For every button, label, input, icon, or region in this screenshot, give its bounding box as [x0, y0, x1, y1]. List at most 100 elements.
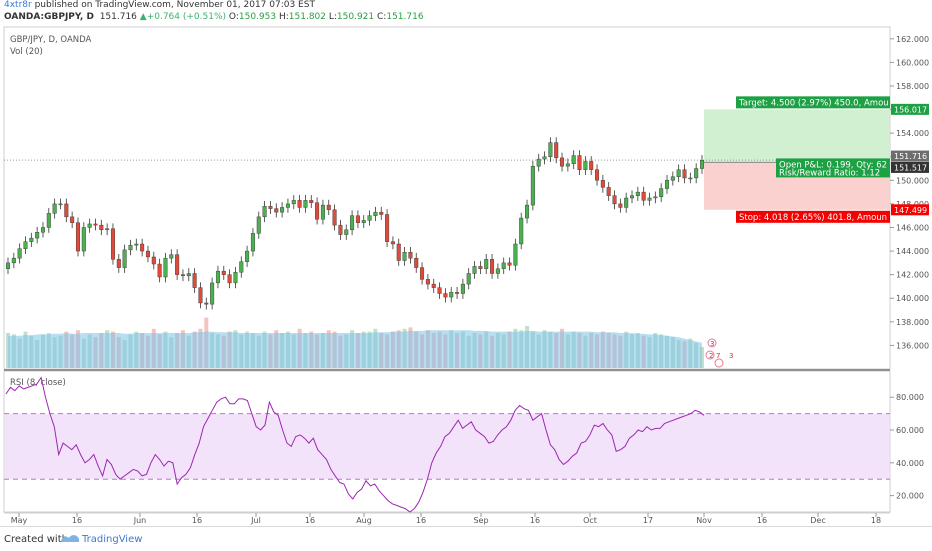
candle — [560, 157, 565, 167]
tradingview-brand[interactable]: TradingView — [82, 534, 143, 545]
rsi-line — [5, 376, 705, 513]
low-label: L: — [328, 12, 337, 22]
candle — [169, 254, 174, 259]
time-tick-label: Aug — [356, 516, 372, 525]
price-tick-label: 142.000 — [896, 271, 929, 280]
candle — [431, 283, 436, 288]
candle — [93, 223, 98, 226]
candle — [612, 195, 617, 205]
time-tick-label: Sep — [473, 516, 488, 525]
low-value: 150.921 — [336, 12, 375, 22]
chart-header: 4xtr8r published on TradingView.com, Nov… — [4, 0, 928, 24]
candle — [350, 215, 355, 231]
candle — [309, 200, 314, 203]
candle — [285, 203, 290, 208]
candle — [402, 252, 407, 261]
candle — [472, 266, 477, 274]
annotation-text: 7 — [716, 352, 720, 360]
candle — [484, 259, 489, 269]
symbol-line: OANDA:GBPJPY, D 151.716 ▲+0.764 (+0.51%)… — [4, 12, 424, 23]
rr-label: Risk/Reward Ratio: 1.12 — [779, 168, 880, 178]
time-tick-label: 16 — [757, 516, 767, 525]
candle — [396, 243, 401, 261]
time-tick-label: 16 — [416, 516, 426, 525]
chart-canvas[interactable]: 136.000 138.000 140.000 142.000 144.000 146.0… — [0, 0, 932, 526]
candle — [186, 273, 191, 277]
pnl-label-bg — [776, 158, 890, 178]
target-zone — [704, 109, 890, 163]
candle — [326, 204, 331, 210]
candle — [110, 228, 115, 260]
entry-price-tag: 151.517 — [894, 163, 927, 172]
time-tick-label: 16 — [530, 516, 540, 525]
candle — [367, 215, 372, 221]
candle — [653, 196, 658, 199]
candle — [315, 202, 320, 220]
annotation-text: 2 — [709, 352, 713, 360]
stop-label-bg — [736, 210, 890, 223]
main-pane-title: GBP/JPY, D, OANDA — [10, 35, 92, 45]
candle — [536, 158, 541, 167]
candle — [320, 204, 325, 220]
candle — [75, 222, 80, 252]
candle — [355, 215, 360, 223]
last-price: 151.716 — [99, 12, 137, 22]
candle — [414, 257, 419, 268]
price-tick-label: 162.000 — [896, 35, 929, 44]
stop-price-tag: 147.499 — [894, 206, 927, 215]
time-tick-label: 17 — [643, 516, 653, 525]
candle — [58, 203, 63, 206]
candle — [192, 273, 197, 288]
candle — [303, 200, 308, 208]
high-value: 151.802 — [288, 12, 326, 22]
price-tick-label: 136.000 — [896, 341, 929, 350]
author-link[interactable]: 4xtr8r — [4, 0, 32, 10]
candle — [460, 283, 465, 294]
created-with-label: Created with — [4, 534, 68, 545]
candle — [17, 248, 22, 259]
close-label: C: — [377, 12, 387, 22]
price-tick-label: 138.000 — [896, 318, 929, 327]
time-tick-label: 16 — [192, 516, 202, 525]
target-label-bg — [736, 96, 890, 109]
candle — [210, 282, 215, 305]
candle — [180, 274, 185, 277]
annotation-text: 3 — [729, 352, 733, 360]
candle — [227, 274, 232, 284]
candle — [116, 259, 121, 268]
candle — [163, 257, 168, 278]
target-price-tag-bg — [891, 103, 929, 115]
price-change: +0.764 (+0.51%) — [146, 12, 227, 22]
candle — [256, 216, 261, 234]
high-label: H: — [278, 12, 289, 22]
entry-price-tag-bg — [891, 161, 929, 173]
price-tick-label: 154.000 — [896, 129, 929, 138]
price-tick-label: 144.000 — [896, 247, 929, 256]
up-arrow-icon: ▲ — [139, 12, 147, 22]
candle — [122, 249, 127, 268]
annotation-text: 3 — [710, 340, 714, 348]
candle — [513, 243, 518, 266]
last-price-tag: 151.716 — [894, 152, 927, 161]
candle — [221, 270, 226, 275]
open-value: 150.953 — [238, 12, 277, 22]
candle — [449, 292, 454, 298]
candle — [659, 188, 664, 198]
candle — [268, 206, 273, 209]
time-tick-label: 16 — [72, 516, 82, 525]
candle — [420, 267, 425, 280]
rsi-tick-label: 60.000 — [896, 426, 924, 435]
candle — [665, 180, 670, 189]
candle — [46, 213, 51, 228]
candle — [635, 191, 640, 196]
candle — [606, 187, 611, 196]
candle — [519, 217, 524, 245]
candle — [64, 203, 69, 218]
candle — [70, 216, 75, 223]
candle — [175, 254, 180, 275]
candle — [105, 228, 110, 231]
candle — [437, 287, 442, 294]
candle — [571, 155, 576, 165]
candle — [250, 233, 255, 252]
candle — [466, 273, 471, 285]
